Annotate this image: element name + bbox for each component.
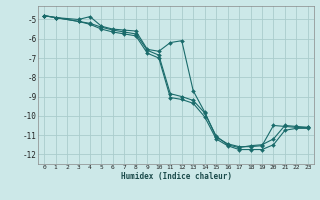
X-axis label: Humidex (Indice chaleur): Humidex (Indice chaleur) bbox=[121, 172, 231, 181]
